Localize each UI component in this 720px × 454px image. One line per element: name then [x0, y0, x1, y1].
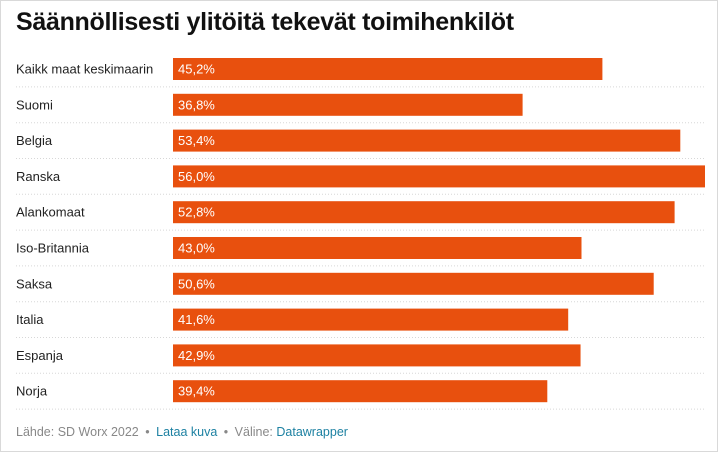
category-label: Belgia — [16, 133, 53, 148]
bar — [173, 380, 548, 403]
datawrapper-link[interactable]: Datawrapper — [276, 425, 348, 439]
bar — [173, 93, 523, 116]
source-text: Lähde: SD Worx 2022 — [16, 425, 139, 439]
footer-separator: • — [223, 425, 229, 439]
bar — [173, 308, 569, 331]
bar — [173, 58, 603, 80]
value-label: 43,0% — [178, 241, 215, 256]
footer-separator: • — [145, 425, 150, 439]
value-label: 39,4% — [178, 384, 215, 399]
value-label: 52,8% — [178, 205, 215, 220]
bar — [173, 201, 675, 224]
value-label: 36,8% — [178, 97, 215, 112]
bar — [173, 129, 681, 152]
value-label: 56,0% — [178, 169, 215, 184]
category-label: Italia — [16, 312, 44, 327]
value-label: 53,4% — [178, 133, 215, 148]
bar — [173, 344, 581, 367]
chart-footer: Lähde: SD Worx 2022 • Lataa kuva • Välin… — [16, 425, 348, 439]
bar — [173, 237, 582, 259]
category-label: Alankomaat — [16, 205, 85, 220]
chart-title: Säännöllisesti ylitöitä tekevät toimihen… — [16, 8, 514, 36]
category-label: Suomi — [16, 97, 53, 112]
tool-prefix: Väline: — [234, 425, 273, 439]
download-image-link[interactable]: Lataa kuva — [156, 425, 218, 439]
bar — [173, 272, 654, 295]
category-label: Norja — [16, 384, 48, 399]
value-label: 41,6% — [178, 312, 215, 327]
value-label: 45,2% — [178, 62, 215, 77]
category-label: Ranska — [16, 169, 61, 184]
category-label: Saksa — [16, 276, 53, 291]
value-label: 42,9% — [178, 348, 215, 363]
category-label: Iso-Britannia — [16, 241, 90, 256]
value-label: 50,6% — [178, 276, 215, 291]
bar — [173, 165, 705, 188]
category-label: Kaikk maat keskimaarin — [16, 62, 153, 77]
category-label: Espanja — [16, 348, 64, 363]
